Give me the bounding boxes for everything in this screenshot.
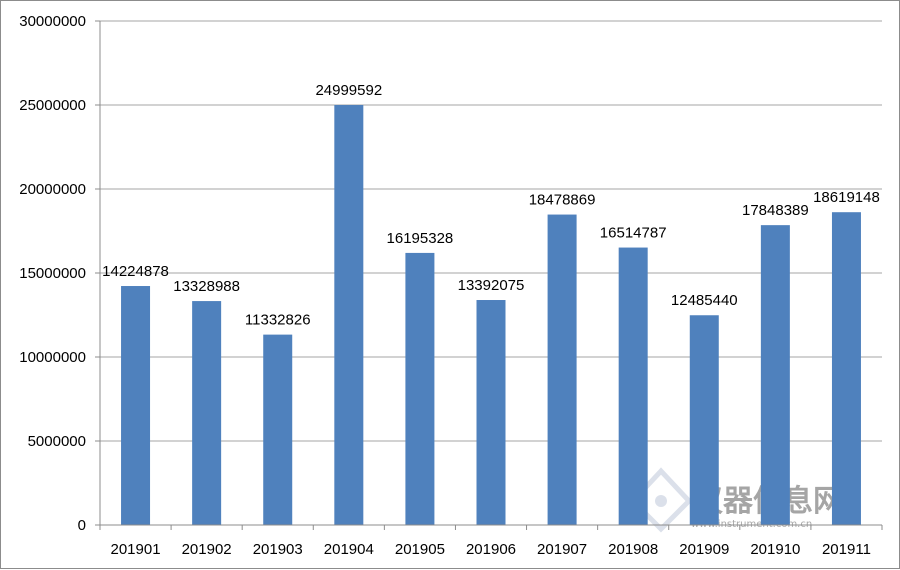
bar: [547, 214, 577, 526]
bar: [263, 334, 293, 525]
bar: [405, 252, 435, 525]
y-tick-label: 15000000: [19, 265, 86, 282]
x-tick-label: 201906: [466, 541, 516, 558]
y-tick-label: 30000000: [19, 13, 86, 30]
x-tick-label: 201909: [679, 541, 729, 558]
bar: [618, 247, 648, 525]
watermark-logo-icon: [629, 467, 693, 533]
x-tick-label: 201901: [111, 541, 161, 558]
x-tick-label: 201903: [253, 541, 303, 558]
watermark-logo-dot-icon: [655, 495, 667, 507]
x-tick-label: 201902: [182, 541, 232, 558]
x-tick-label: 201905: [395, 541, 445, 558]
bar: [689, 315, 719, 525]
x-tick-label: 201911: [822, 541, 871, 558]
data-label: 12485440: [671, 292, 738, 309]
data-label: 14224878: [102, 263, 169, 280]
x-tick-label: 201904: [324, 541, 374, 558]
bar: [760, 225, 790, 525]
x-tick-label: 201908: [608, 541, 658, 558]
data-label: 16195328: [387, 230, 454, 247]
bar: [121, 286, 151, 525]
data-label: 13392075: [458, 277, 525, 294]
data-label: 13328988: [173, 278, 240, 295]
bar: [476, 300, 506, 525]
bar: [334, 105, 364, 526]
y-tick-label: 0: [78, 517, 86, 534]
data-label: 17848389: [742, 202, 809, 219]
bar: [192, 301, 222, 525]
y-tick-label: 5000000: [28, 433, 86, 450]
y-tick-label: 10000000: [19, 349, 86, 366]
data-label: 18619148: [813, 189, 880, 206]
x-tick-label: 201907: [537, 541, 587, 558]
data-label: 11332826: [245, 312, 311, 329]
y-tick-label: 20000000: [19, 181, 86, 198]
data-label: 16514787: [600, 225, 667, 242]
x-tick-label: 201910: [750, 541, 800, 558]
data-label: 24999592: [315, 82, 382, 99]
watermark: 仪器信息网www.instrument.com.cn: [629, 467, 843, 533]
y-tick-label: 25000000: [19, 97, 86, 114]
bar: [831, 212, 861, 526]
data-label: 18478869: [529, 192, 596, 209]
